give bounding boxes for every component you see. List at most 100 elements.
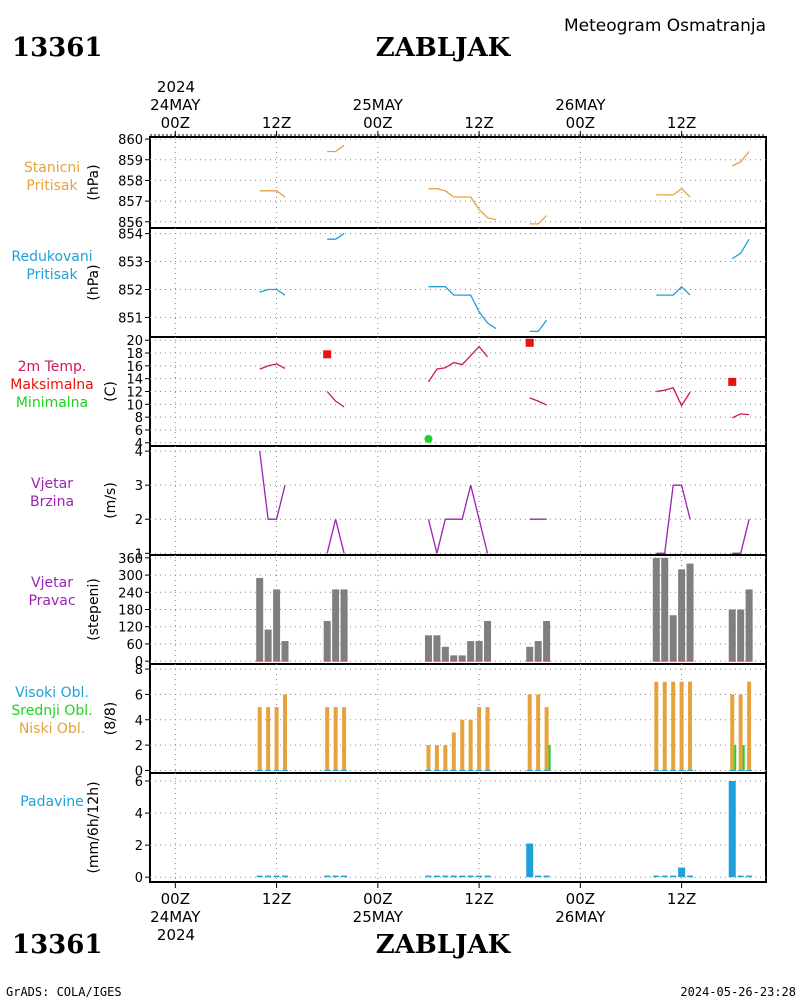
series-line <box>428 188 497 221</box>
top-year-label: 2024 <box>157 78 195 96</box>
wind-direction-bar <box>484 620 492 662</box>
y-tick-label: 0 <box>135 764 143 779</box>
panel-label: Vjetar <box>31 476 73 492</box>
y-tick-label: 6 <box>135 424 143 439</box>
series-line <box>259 288 286 296</box>
station-name-header: ZABLJAK <box>376 33 512 63</box>
cloud-low-bar <box>274 707 279 771</box>
cloud-mid-bar <box>742 745 745 771</box>
wind-direction-bar <box>669 615 677 662</box>
panel-label: Niski Obl. <box>19 721 85 737</box>
precipitation-bar <box>746 875 753 878</box>
y-tick-label: 856 <box>118 216 143 231</box>
y-tick-label: 2 <box>135 513 143 528</box>
cloud-low-bar <box>266 707 271 771</box>
cloud-low-bar <box>654 681 659 771</box>
bottom-hour-label: 00Z <box>161 890 190 908</box>
tmax-marker <box>525 338 534 347</box>
tmin-marker <box>424 434 433 443</box>
cloud-low-bar <box>536 694 541 771</box>
y-tick-label: 10 <box>126 398 143 413</box>
precipitation-bar <box>661 875 668 878</box>
y-tick-label: 4 <box>135 437 143 452</box>
wind-direction-bar <box>475 641 483 662</box>
panel-frame <box>149 336 767 447</box>
wind-direction-bar <box>340 589 348 662</box>
precipitation-bar <box>459 875 466 878</box>
y-tick-label: 860 <box>118 133 143 148</box>
series-line <box>731 238 750 260</box>
y-axis-unit-label: (m/s) <box>103 482 119 519</box>
top-date-label: 26MAY <box>555 96 606 114</box>
series-line <box>259 190 286 198</box>
cloud-low-bar <box>747 681 752 771</box>
y-axis-unit-label: (hPa) <box>86 164 102 200</box>
wind-direction-bar <box>686 563 694 662</box>
panel-precip: 0 2 4 6 (mm/6h/12h)Padavine <box>20 772 767 886</box>
series-line <box>259 363 286 370</box>
y-tick-label: 0 <box>135 871 143 886</box>
wind-direction-bar <box>745 589 753 662</box>
y-tick-label: 180 <box>118 604 143 619</box>
bottom-hour-label: 12Z <box>262 890 291 908</box>
panel-label: Visoki Obl. <box>15 685 89 701</box>
bottom-date-label: 26MAY <box>555 908 606 926</box>
bottom-hour-label: 12Z <box>464 890 493 908</box>
top-date-label: 24MAY <box>150 96 201 114</box>
cloud-low-bar <box>257 707 262 771</box>
y-tick-label: 300 <box>118 569 143 584</box>
wind-direction-bar <box>737 609 745 662</box>
wind-direction-bar <box>433 635 441 662</box>
cloud-low-bar <box>662 681 667 771</box>
precipitation-bar <box>687 875 694 878</box>
precipitation-bar <box>265 875 272 878</box>
cloud-low-bar <box>527 694 532 771</box>
wind-direction-bar <box>534 641 542 662</box>
cloud-low-bar <box>325 707 330 771</box>
top-hour-label: 00Z <box>566 114 595 132</box>
precipitation-bar <box>535 875 542 878</box>
cloud-low-bar <box>485 707 490 771</box>
y-tick-label: 18 <box>126 347 143 362</box>
y-tick-label: 0 <box>135 655 143 670</box>
top-hour-label: 12Z <box>262 114 291 132</box>
bottom-date-label: 25MAY <box>353 908 404 926</box>
top-hour-label: 12Z <box>667 114 696 132</box>
panel-label: Redukovani <box>11 249 92 265</box>
series-line <box>656 187 691 198</box>
tmax-marker <box>323 350 332 359</box>
panel-frame <box>149 136 767 229</box>
wind-direction-bar <box>264 629 272 662</box>
series-line <box>656 285 691 296</box>
precipitation-bar <box>332 875 339 878</box>
precipitation-bar <box>476 875 483 878</box>
y-tick-label: 2 <box>135 839 143 854</box>
cloud-low-bar <box>451 732 456 771</box>
wind-direction-bar <box>678 569 686 662</box>
precipitation-bar <box>728 781 736 878</box>
cloud-low-bar <box>477 707 482 771</box>
precipitation-bar <box>678 867 686 878</box>
panels: 856857858859860(hPa)StanicniPritisak8518… <box>10 133 767 886</box>
precipitation-bar <box>467 875 474 878</box>
y-tick-label: 851 <box>118 311 143 326</box>
wind-direction-bar <box>652 557 660 662</box>
cloud-mid-bar <box>734 745 737 771</box>
y-tick-label: 4 <box>135 445 143 460</box>
panel-label: Minimalna <box>16 395 88 411</box>
panel-label: 2m Temp. <box>18 359 87 375</box>
y-tick-label: 3 <box>135 479 143 494</box>
y-tick-label: 6 <box>135 775 143 790</box>
series-line <box>656 386 691 407</box>
wind-direction-bar <box>256 577 264 662</box>
station-name-footer: ZABLJAK <box>376 930 512 960</box>
wind-direction-bar <box>281 641 289 662</box>
series-line <box>427 345 489 383</box>
wind-direction-bar <box>728 609 736 662</box>
wind-direction-bar <box>543 620 551 662</box>
series-line <box>529 319 548 333</box>
precipitation-bar <box>282 875 289 878</box>
bottom-date-label: 24MAY <box>150 908 201 926</box>
